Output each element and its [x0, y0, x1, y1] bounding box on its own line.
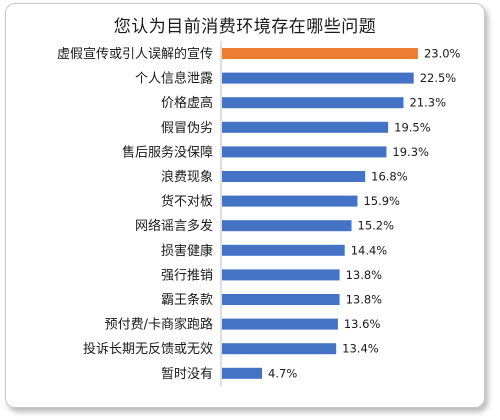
bar	[222, 244, 345, 256]
value-label: 13.8%	[346, 293, 383, 307]
category-label: 货不对板	[161, 194, 213, 210]
category-label: 损害健康	[161, 243, 213, 259]
category-label: 售后服务没保障	[122, 144, 213, 160]
category-label: 虚假宣传或引人误解的宣传	[57, 46, 213, 62]
bar	[222, 294, 340, 305]
bar	[222, 318, 338, 330]
bar	[222, 220, 352, 232]
value-label: 15.2%	[358, 219, 395, 233]
category-label: 个人信息泄露	[135, 71, 213, 87]
category-label: 预付费/卡商家跑路	[105, 317, 213, 333]
value-label: 4.7%	[268, 366, 297, 380]
bar	[222, 171, 366, 182]
chart-frame: 您认为目前消费环境存在哪些问题 虚假宣传或引人误解的宣传 23.0% 个人信息泄露 2…	[5, 3, 485, 408]
category-label: 假冒伪劣	[161, 121, 213, 136]
value-label: 21.3%	[409, 96, 446, 110]
bar	[222, 97, 404, 109]
value-label: 19.3%	[392, 145, 429, 159]
bar	[222, 48, 418, 59]
category-label: 价格虚高	[161, 95, 213, 111]
bar	[222, 343, 337, 355]
value-label: 16.8%	[371, 170, 408, 184]
value-label: 13.8%	[346, 268, 383, 282]
bar	[222, 146, 387, 158]
value-label: 14.4%	[351, 243, 388, 257]
bar-chart: 虚假宣传或引人误解的宣传 23.0% 个人信息泄露 22.5% 价格虚高 21.3% 假冒伪…	[57, 41, 461, 387]
value-label: 19.5%	[394, 120, 431, 134]
bar	[222, 195, 358, 207]
chart-title: 您认为目前消费环境存在哪些问题	[113, 17, 377, 37]
bar	[222, 367, 263, 379]
value-label: 23.0%	[424, 47, 461, 61]
category-label: 投诉长期无反馈或无效	[83, 341, 213, 357]
value-label: 13.6%	[344, 317, 381, 331]
category-label: 网络谣言多发	[135, 218, 213, 234]
bar	[222, 269, 340, 281]
value-label: 15.9%	[363, 194, 400, 208]
category-label: 浪费现象	[161, 170, 213, 185]
bar	[222, 121, 389, 133]
value-label: 13.4%	[342, 342, 379, 356]
category-label: 强行推销	[161, 268, 213, 283]
bar	[222, 72, 414, 84]
category-label: 霸王条款	[161, 292, 213, 308]
category-label: 暂时没有	[161, 367, 213, 382]
value-label: 22.5%	[420, 71, 457, 85]
